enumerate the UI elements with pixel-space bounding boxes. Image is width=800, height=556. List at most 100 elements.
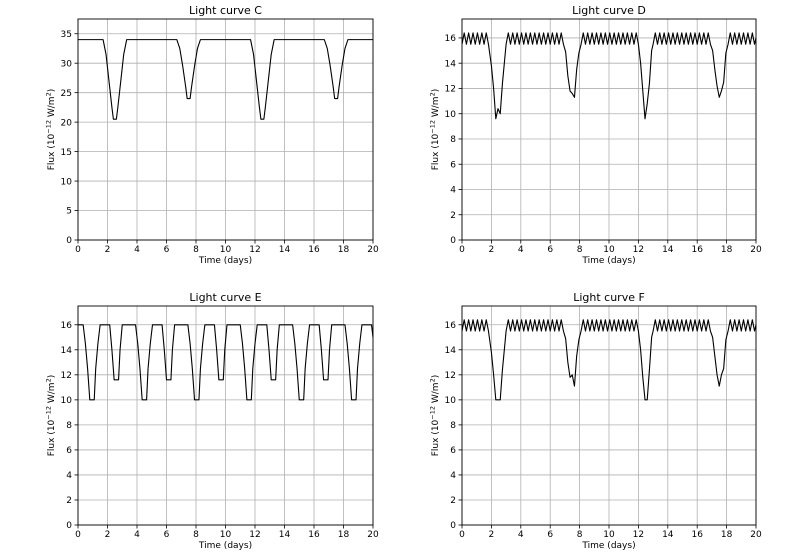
y-axis-label-part: W/m [47, 96, 57, 120]
y-tick-label: 20 [61, 118, 73, 128]
chart-title: Light curve C [189, 4, 262, 17]
y-axis-label: Flux (10−12 W/m2) [45, 89, 58, 170]
y-axis-label: Flux (10−12 W/m2) [45, 375, 58, 456]
y-axis-label-part: W/m [47, 382, 57, 406]
y-tick-label: 6 [450, 160, 456, 170]
y-tick-label: 35 [61, 30, 72, 40]
y-axis-label: Flux (10−12 W/m2) [429, 375, 442, 456]
y-tick-label: 0 [66, 236, 72, 246]
y-tick-label: 2 [450, 211, 456, 221]
y-tick-label: 5 [66, 207, 72, 217]
x-tick-label: 20 [750, 245, 762, 255]
x-tick-label: 10 [603, 530, 615, 540]
x-tick-label: 18 [721, 245, 733, 255]
y-axis-label-part: ) [431, 375, 441, 379]
x-tick-label: 2 [105, 530, 111, 540]
x-tick-label: 4 [518, 530, 524, 540]
y-axis-label-superscript: 2 [45, 92, 53, 96]
x-tick-label: 0 [459, 530, 465, 540]
y-tick-label: 8 [66, 421, 72, 431]
chart-panel-0: 0 2 4 6 8 10 12 14 16 18 20 0 5 10 15 20 25 30 35 Light cur… [45, 4, 379, 266]
x-tick-label: 4 [518, 245, 524, 255]
y-tick-label: 10 [445, 396, 457, 406]
flux-curve [461, 319, 757, 401]
y-axis-label-part: Flux (10 [47, 133, 57, 170]
y-tick-label: 0 [450, 521, 456, 531]
x-tick-label: 10 [220, 530, 232, 540]
y-tick-label: 16 [445, 34, 457, 44]
x-tick-label: 14 [279, 245, 291, 255]
y-axis-label-superscript: −12 [45, 406, 53, 420]
x-tick-label: 0 [459, 245, 465, 255]
chart-panel-2: 0 2 4 6 8 10 12 14 16 18 20 0 2 4 6 8 10 12 14 16 Light curv… [45, 291, 379, 551]
y-axis-label-part: ) [47, 375, 57, 379]
x-tick-label: 2 [489, 530, 495, 540]
y-tick-label: 12 [445, 371, 456, 381]
y-tick-label: 8 [450, 421, 456, 431]
x-tick-label: 6 [547, 530, 553, 540]
y-axis-label-superscript: −12 [429, 406, 437, 420]
y-axis-label-superscript: −12 [429, 120, 437, 134]
y-tick-label: 6 [450, 446, 456, 456]
y-tick-label: 0 [450, 236, 456, 246]
y-tick-label: 16 [61, 321, 73, 331]
y-tick-label: 16 [445, 321, 457, 331]
y-axis-label-superscript: −12 [45, 120, 53, 134]
x-tick-label: 0 [75, 245, 81, 255]
x-tick-label: 16 [691, 530, 703, 540]
x-tick-label: 16 [691, 245, 703, 255]
chart-panel-1: 0 2 4 6 8 10 12 14 16 18 20 0 2 4 6 8 10 12 14 16 Light curv… [429, 4, 762, 266]
x-tick-label: 14 [662, 530, 674, 540]
y-axis-label-part: Flux (10 [431, 133, 441, 170]
y-tick-label: 10 [61, 177, 73, 187]
y-tick-label: 6 [66, 446, 72, 456]
y-axis-label-part: ) [47, 89, 57, 93]
x-tick-label: 18 [721, 530, 733, 540]
y-axis-label-superscript: 2 [429, 378, 437, 382]
x-tick-label: 8 [193, 245, 199, 255]
y-tick-label: 14 [61, 346, 73, 356]
y-tick-label: 2 [66, 496, 72, 506]
y-tick-label: 0 [66, 521, 72, 531]
chart-title: Light curve F [573, 291, 645, 304]
y-tick-label: 25 [61, 89, 72, 99]
y-tick-label: 15 [61, 148, 72, 158]
chart-title: Light curve D [572, 4, 646, 17]
y-tick-label: 8 [450, 135, 456, 145]
y-tick-label: 14 [445, 346, 457, 356]
x-axis-label: Time (days) [581, 256, 635, 266]
x-tick-label: 6 [164, 530, 170, 540]
y-axis-label: Flux (10−12 W/m2) [429, 89, 442, 170]
y-tick-label: 4 [66, 471, 72, 481]
x-tick-label: 18 [338, 530, 350, 540]
x-tick-label: 18 [338, 245, 350, 255]
y-axis-label-part: W/m [431, 96, 441, 120]
y-axis-label-part: Flux (10 [431, 419, 441, 456]
x-tick-label: 16 [308, 530, 320, 540]
y-tick-label: 14 [445, 59, 457, 69]
y-tick-label: 10 [445, 110, 457, 120]
flux-curve [78, 324, 374, 401]
flux-curve [78, 39, 373, 120]
x-tick-label: 20 [750, 530, 762, 540]
x-axis-label: Time (days) [198, 541, 252, 551]
x-tick-label: 12 [249, 245, 260, 255]
x-tick-label: 2 [105, 245, 111, 255]
x-axis-label: Time (days) [581, 541, 635, 551]
y-tick-label: 4 [450, 186, 456, 196]
y-tick-label: 10 [61, 396, 73, 406]
chart-panel-3: 0 2 4 6 8 10 12 14 16 18 20 0 2 4 6 8 10 12 14 16 Light curv… [429, 291, 762, 551]
x-tick-label: 4 [134, 530, 140, 540]
x-tick-label: 10 [220, 245, 232, 255]
y-axis-label-part: ) [431, 89, 441, 93]
x-tick-label: 8 [577, 530, 583, 540]
x-tick-label: 8 [193, 530, 199, 540]
x-tick-label: 8 [577, 245, 583, 255]
x-tick-label: 4 [134, 245, 140, 255]
x-tick-label: 14 [279, 530, 291, 540]
y-tick-label: 30 [61, 59, 73, 69]
x-tick-label: 10 [603, 245, 615, 255]
y-axis-label-superscript: 2 [45, 378, 53, 382]
x-tick-label: 20 [367, 530, 379, 540]
